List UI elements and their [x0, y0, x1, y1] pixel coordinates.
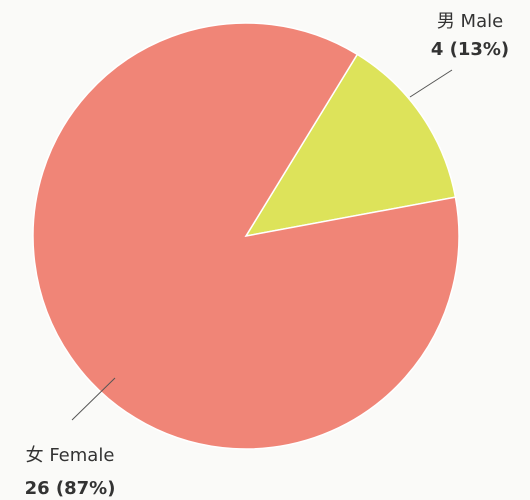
value-label: 4 (13%)	[431, 39, 509, 60]
pie-slice	[244, 53, 457, 238]
leader-line	[71, 377, 116, 421]
pie-slice	[32, 22, 460, 450]
slice-label: 男 Male	[437, 11, 503, 32]
value-label: 26 (87%)	[25, 478, 116, 499]
leader-line	[409, 69, 453, 98]
slice-label: 女 Female	[26, 445, 115, 466]
